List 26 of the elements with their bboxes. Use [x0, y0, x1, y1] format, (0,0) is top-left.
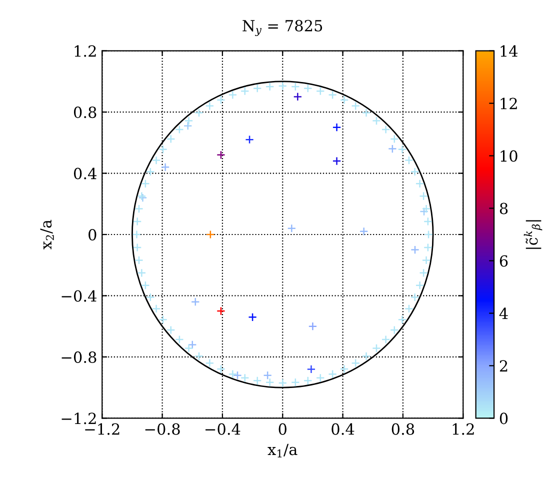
y-tick-label: 1.2	[74, 45, 96, 57]
color-bar-label: 10	[500, 150, 518, 162]
y-tick-label: 0.8	[74, 106, 96, 118]
color-bar-label: 12	[500, 98, 517, 110]
x-tick-label: 0.4	[332, 423, 354, 435]
color-bar-title: |c̃$^{k}$$_{β}$|	[524, 220, 542, 249]
x-tick-label: 1.2	[452, 423, 474, 435]
color-bar-label: 4	[499, 308, 508, 320]
y-tick-label: −0.4	[62, 290, 96, 302]
y-tick-label: −0.8	[62, 351, 96, 363]
y-axis-title: x$_{2}$/a	[40, 220, 54, 250]
x-axis-title: x$_{1}$/a	[268, 444, 298, 458]
x-tick-label: 0	[278, 423, 286, 435]
color-bar-label: 2	[500, 360, 508, 372]
chart-title: N$_{y}$ = 7825	[242, 20, 322, 36]
x-tick-label: −1.2	[85, 423, 120, 435]
x-tick-label: −0.8	[145, 423, 180, 435]
color-bar-label: 6	[500, 255, 508, 267]
color-bar-label: 8	[500, 202, 508, 214]
y-tick-label: 0.4	[74, 168, 96, 180]
color-bar-label: 14	[500, 45, 518, 57]
x-tick-label: 0.8	[392, 423, 414, 435]
y-tick-label: 0	[88, 228, 96, 241]
x-tick-label: −0.4	[206, 423, 240, 435]
color-bar-label: 0	[500, 412, 508, 424]
y-tick-label: −1.2	[62, 412, 96, 424]
